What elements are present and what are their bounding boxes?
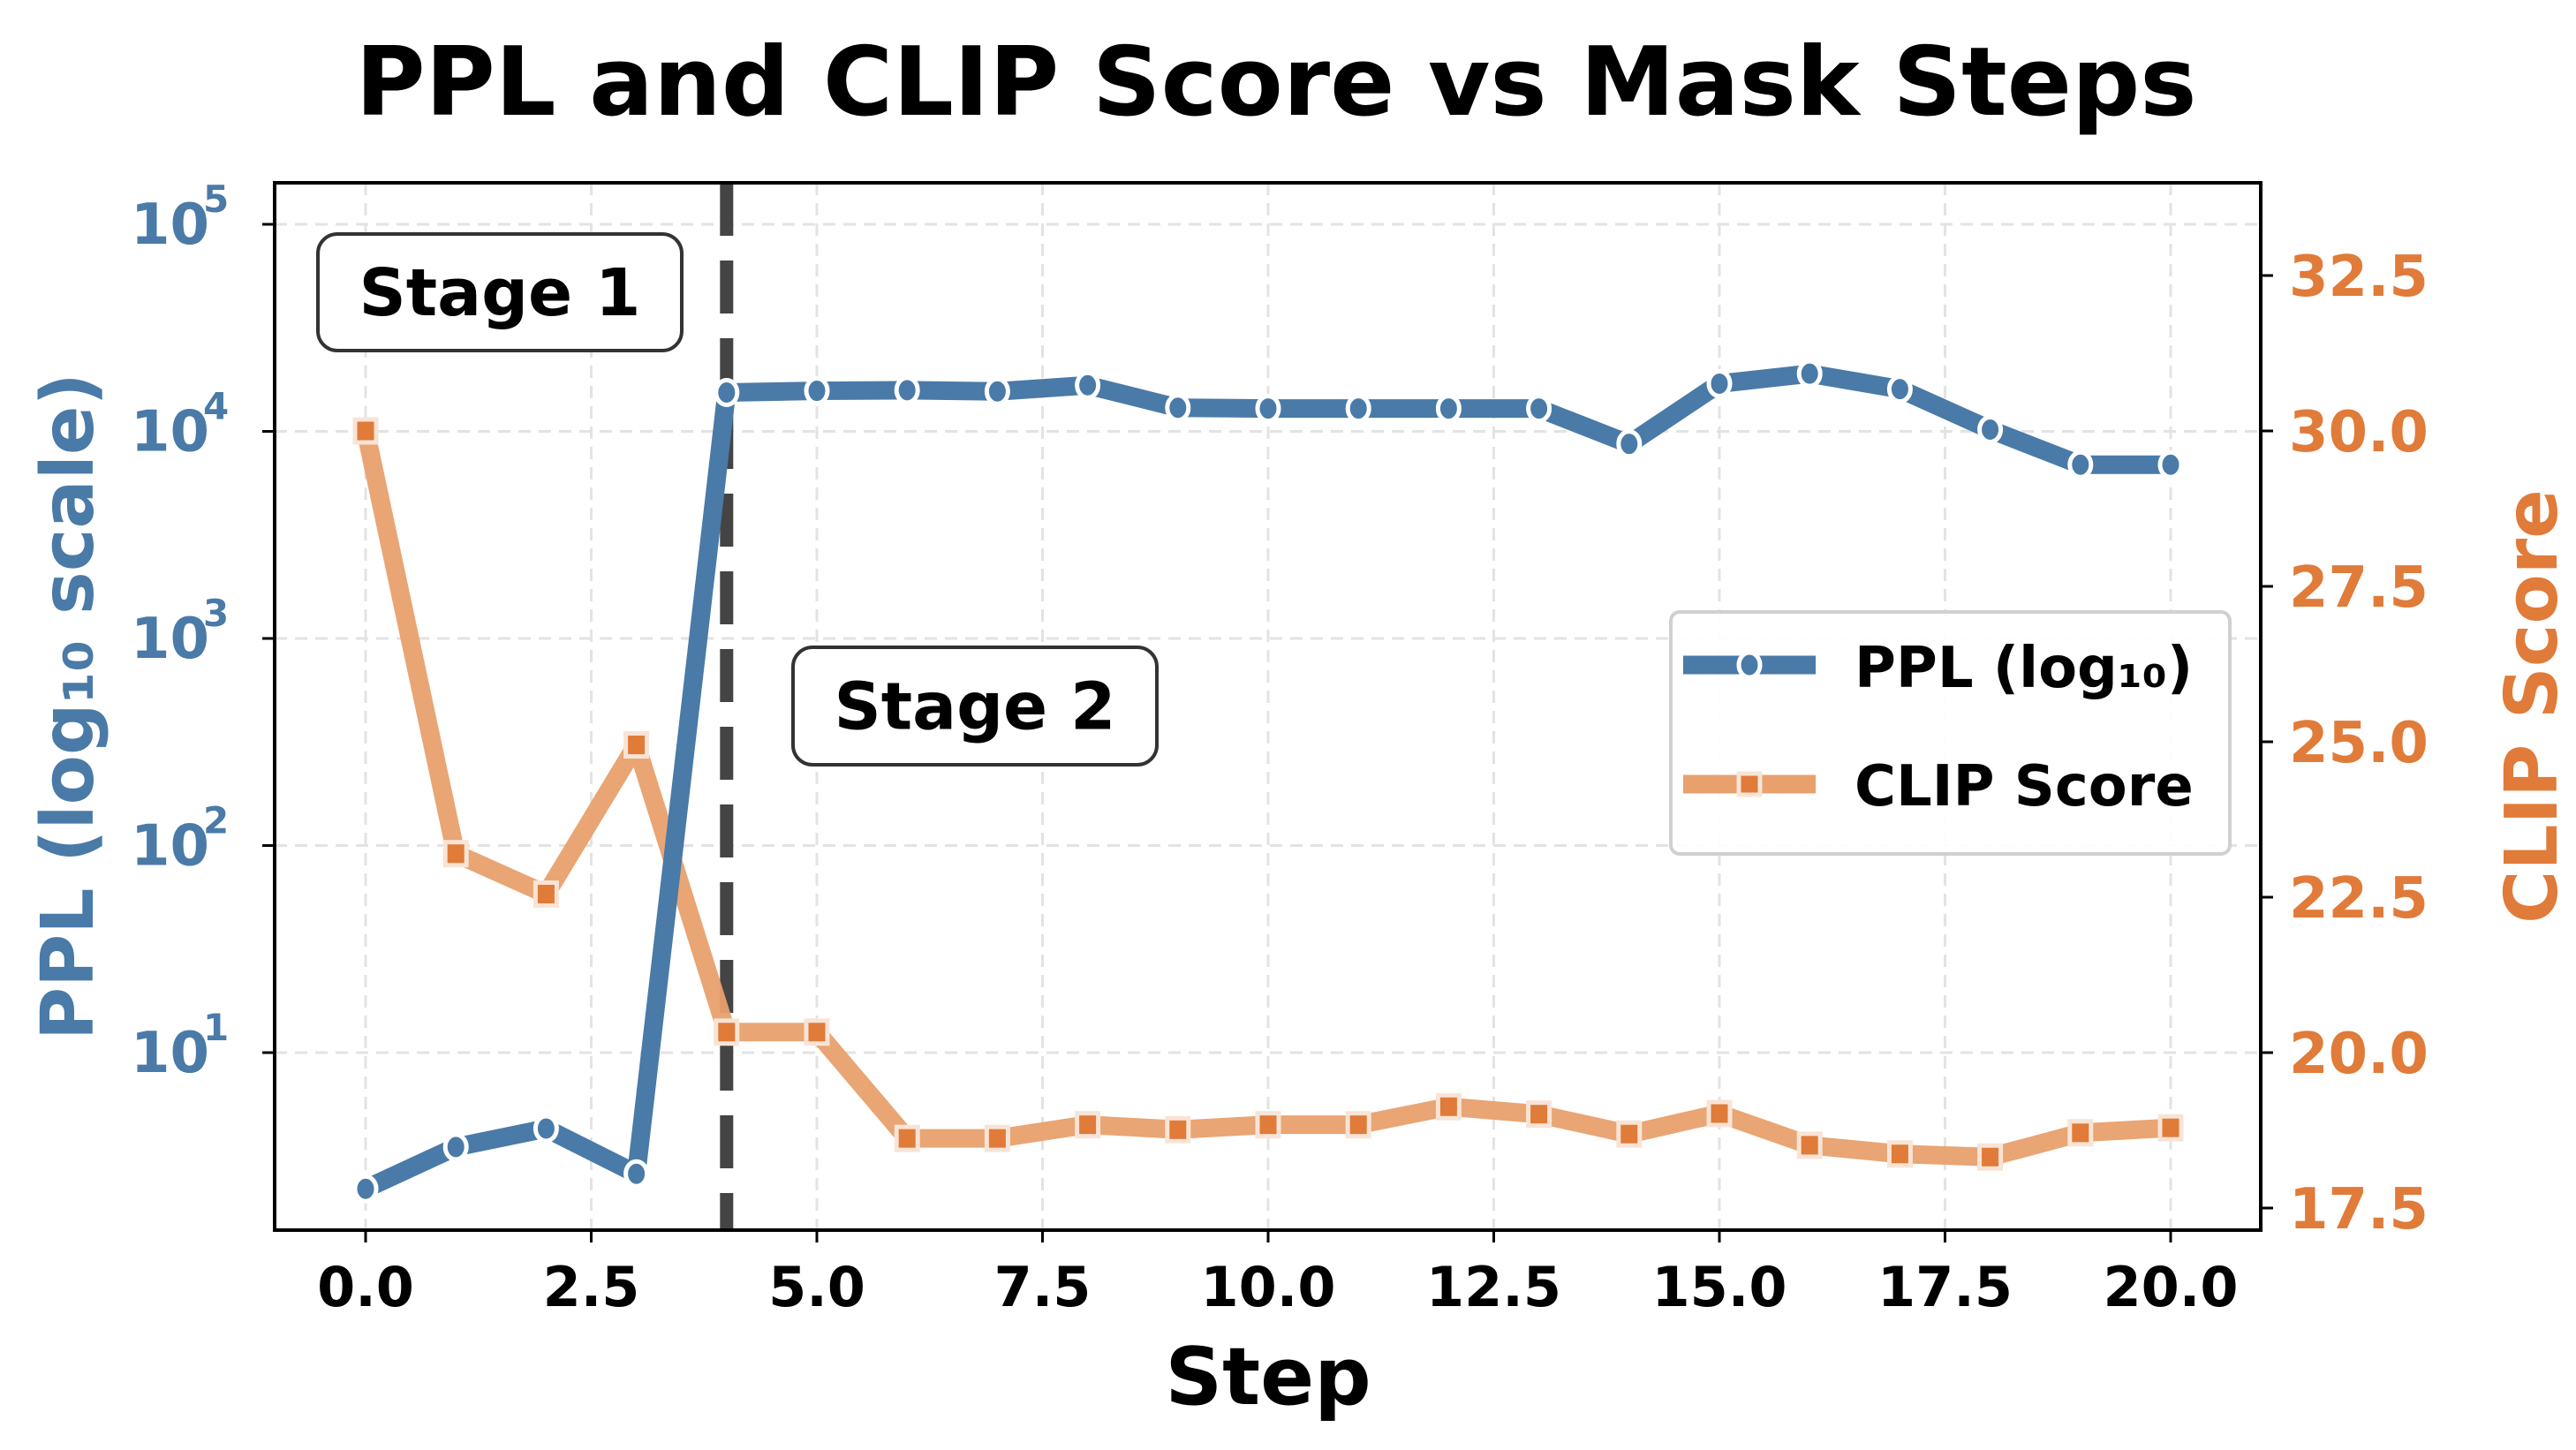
right-tick-label: 27.5 (2289, 555, 2429, 621)
ppl-circle-marker-icon (1345, 394, 1371, 424)
clip-square-marker-icon (1075, 1111, 1101, 1139)
stage-annotations: Stage 1 Stage 2 (316, 232, 1159, 767)
right-tick-label: 22.5 (2289, 866, 2429, 932)
clip-square-marker-icon (442, 840, 469, 868)
clip-square-marker-icon (1796, 1131, 1823, 1159)
stage-annotation-label: Stage 1 (359, 255, 640, 331)
ppl-circle-marker-icon (623, 1159, 650, 1189)
x-tick-label: 12.5 (1426, 1255, 1561, 1319)
left-tick-label: 10 (131, 607, 209, 672)
left-tick-label: 10 (131, 814, 209, 880)
x-tick-label: 10.0 (1201, 1255, 1336, 1319)
ppl-circle-marker-icon (1796, 359, 1823, 389)
left-tick-label: 10 (131, 400, 209, 465)
clip-square-marker-icon (352, 417, 379, 445)
clip-square-marker-icon (1977, 1143, 2004, 1171)
chart-title: PPL and CLIP Score vs Mask Steps (355, 27, 2196, 138)
clip-square-marker-icon (894, 1124, 920, 1152)
right-tick-label: 30.0 (2289, 400, 2429, 465)
legend: PPL (log₁₀) CLIP Score (1669, 610, 2232, 856)
clip-square-marker-icon (1706, 1099, 1733, 1128)
right-axis-ticks: 17.5 20.0 22.5 25.0 27.5 30.0 32.5 (2261, 245, 2429, 1242)
x-axis-ticks: 0.0 2.5 5.0 7.5 10.0 12.5 15.0 17.5 20.0 (317, 1230, 2238, 1319)
x-tick-label: 0.0 (317, 1255, 414, 1319)
clip-square-marker-icon (1886, 1140, 1913, 1168)
clip-square-marker-icon (714, 1018, 740, 1046)
clip-square-marker-icon (1345, 1111, 1371, 1139)
ppl-series (352, 359, 2184, 1204)
stage-annotation-box (316, 232, 684, 352)
clip-square-marker-icon (984, 1124, 1010, 1152)
left-axis-label: PPL (log₁₀ scale) (26, 373, 110, 1040)
right-tick-label: 17.5 (2289, 1177, 2429, 1242)
left-tick-exponent: 3 (203, 592, 229, 635)
ppl-circle-marker-icon (2157, 449, 2184, 480)
clip-square-marker-icon (1435, 1092, 1462, 1121)
ppl-circle-marker-icon (1886, 374, 1913, 404)
ppl-circle-marker-icon (1616, 429, 1643, 459)
left-tick-label: 10 (131, 193, 209, 258)
ppl-circle-marker-icon (1977, 414, 2004, 444)
ppl-circle-marker-icon (1706, 368, 1733, 398)
ppl-circle-marker-icon (533, 1114, 559, 1144)
right-axis-label: CLIP Score (2490, 489, 2574, 924)
clip-square-marker-icon (2067, 1119, 2094, 1147)
x-tick-label: 2.5 (543, 1255, 640, 1319)
legend-ppl-label: PPL (log₁₀) (1855, 636, 2193, 701)
legend-clip-square-marker-icon (1736, 771, 1763, 797)
ppl-circle-marker-icon (1165, 393, 1191, 423)
clip-square-marker-icon (1165, 1115, 1191, 1144)
left-tick-exponent: 5 (203, 177, 229, 221)
legend-ppl-circle-marker-icon (1736, 650, 1763, 680)
stage-annotation-label: Stage 2 (834, 669, 1115, 745)
ppl-circle-marker-icon (714, 378, 740, 408)
right-tick-label: 20.0 (2289, 1022, 2429, 1087)
clip-square-marker-icon (2157, 1114, 2184, 1142)
ppl-circle-marker-icon (1435, 394, 1462, 424)
stage-annotation-box (791, 646, 1159, 767)
x-axis-label: Step (1165, 1331, 1371, 1424)
ppl-circle-marker-icon (442, 1132, 469, 1162)
left-tick-exponent: 2 (203, 799, 229, 842)
clip-square-marker-icon (1526, 1100, 1552, 1129)
clip-square-marker-icon (804, 1018, 830, 1046)
ppl-circle-marker-icon (804, 376, 830, 406)
ppl-circle-marker-icon (2067, 449, 2094, 480)
clip-square-marker-icon (623, 731, 650, 759)
x-tick-label: 17.5 (1877, 1255, 2013, 1319)
ppl-circle-marker-icon (1526, 394, 1552, 424)
legend-clip-label: CLIP Score (1855, 754, 2194, 819)
ppl-circle-marker-icon (984, 376, 1010, 406)
ppl-circle-marker-icon (352, 1174, 379, 1204)
x-tick-label: 20.0 (2104, 1255, 2239, 1319)
x-tick-label: 15.0 (1652, 1255, 1787, 1319)
left-tick-exponent: 1 (203, 1006, 229, 1049)
right-tick-label: 32.5 (2289, 245, 2429, 310)
left-tick-label: 10 (131, 1021, 209, 1086)
ppl-circle-marker-icon (1075, 370, 1101, 400)
clip-square-marker-icon (1616, 1120, 1643, 1148)
x-tick-label: 5.0 (768, 1255, 865, 1319)
left-tick-exponent: 4 (203, 385, 229, 428)
x-tick-label: 7.5 (994, 1255, 1092, 1319)
ppl-circle-marker-icon (894, 375, 920, 405)
clip-square-marker-icon (1255, 1111, 1281, 1139)
right-tick-label: 25.0 (2289, 711, 2429, 776)
clip-square-marker-icon (533, 880, 559, 908)
ppl-circle-marker-icon (1255, 394, 1281, 424)
